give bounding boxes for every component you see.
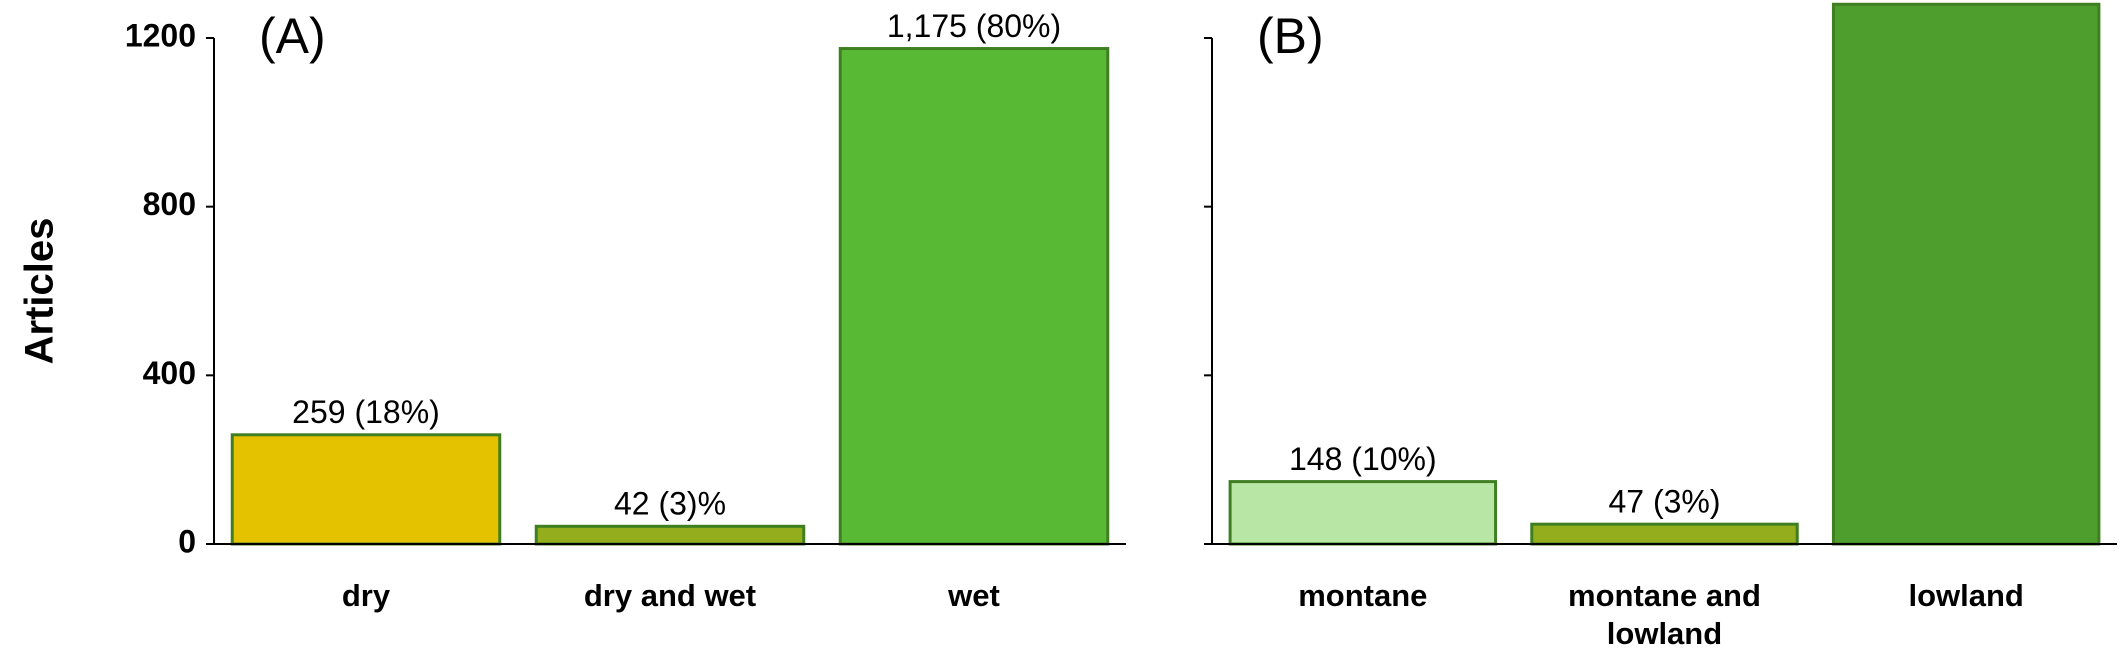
data-label: 259 (18%): [292, 394, 440, 430]
x-tick-label: montane: [1298, 578, 1428, 613]
bar: [230, 433, 502, 546]
x-tick-label: montane and lowland: [1568, 578, 1761, 651]
bar: [534, 524, 806, 546]
y-tick-label: 400: [143, 355, 196, 391]
x-tick-label: dry: [341, 578, 391, 613]
x-tick-label: dry and wet: [583, 578, 757, 613]
data-label: 47 (3%): [1608, 484, 1720, 520]
data-label: 1,175 (80%): [887, 8, 1061, 44]
bar: [838, 47, 1110, 546]
data-label: 148 (10%): [1289, 441, 1437, 477]
data-label: 42 (3)%: [614, 486, 726, 522]
y-axis-label: Articles: [18, 218, 62, 365]
x-tick-label: wet: [948, 578, 1000, 613]
bar: [1530, 522, 1799, 546]
panel-title: (B): [1257, 8, 1324, 64]
bar: [1228, 480, 1498, 546]
y-tick-label: 1200: [125, 17, 196, 53]
y-tick-label: 800: [143, 186, 196, 222]
bar: [1831, 2, 2101, 546]
panel-title: (A): [259, 8, 326, 64]
y-tick-label: 0: [178, 523, 196, 559]
x-tick-label: lowland: [1908, 578, 2024, 613]
